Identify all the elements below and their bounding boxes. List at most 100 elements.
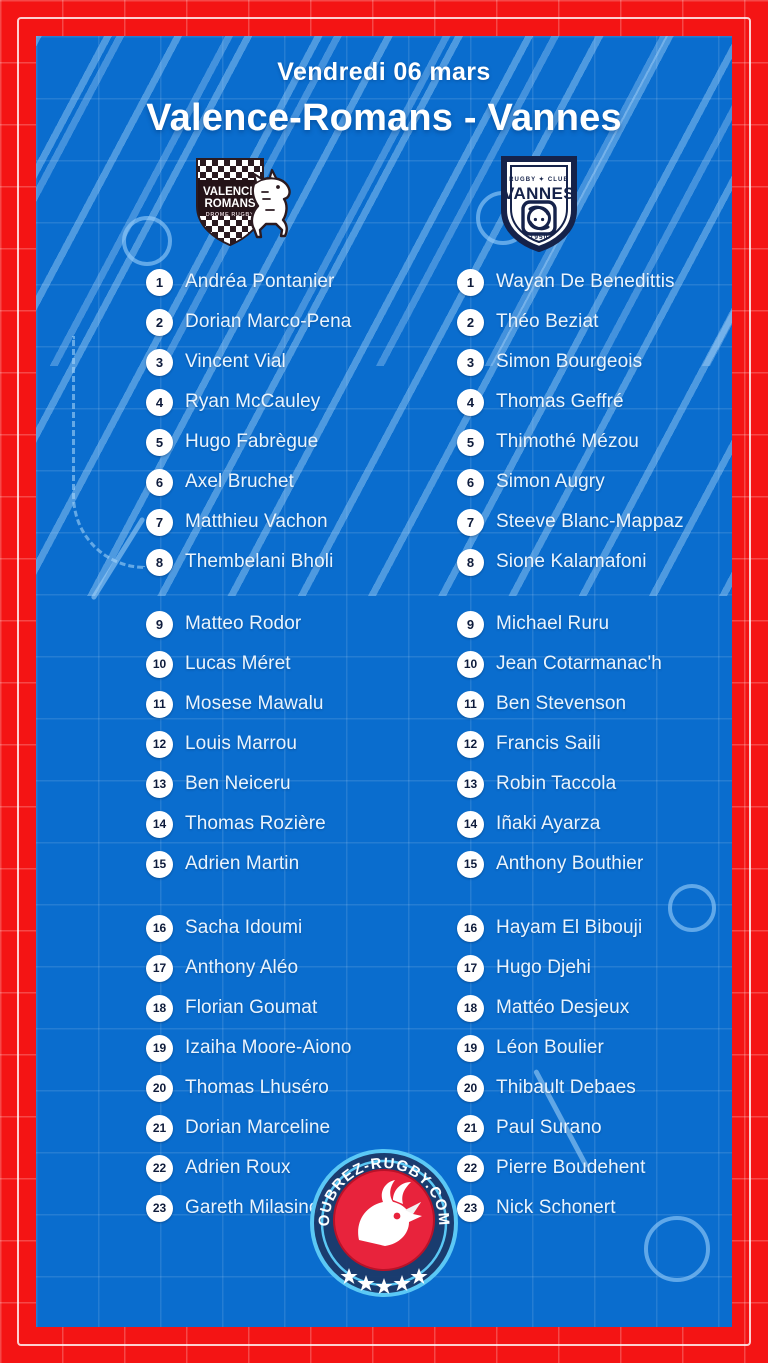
player-number-badge: 10 (457, 650, 484, 678)
player-number-badge: 16 (457, 914, 484, 942)
match-date: Vendredi 06 mars (277, 58, 491, 86)
valence-romans-crest: VALENCE ROMANS DROME RUGBY (188, 154, 300, 255)
table-row[interactable]: 18 Florian Goumat (146, 988, 421, 1028)
player-name: Louis Marrou (185, 733, 298, 754)
table-row[interactable]: 3 Simon Bourgeois (457, 342, 732, 382)
home-forwards-group: 1 Andréa Pontanier 2 Dorian Marco-Pena 3 Vi… (146, 262, 421, 582)
table-row[interactable]: 19 Léon Boulier (457, 1028, 732, 1068)
player-name: Lucas Méret (185, 653, 291, 674)
table-row[interactable]: 19 Izaiha Moore-Aiono (146, 1028, 421, 1068)
table-row[interactable]: 7 Steeve Blanc-Mappaz (457, 502, 732, 542)
player-number-badge: 6 (146, 468, 173, 496)
table-row[interactable]: 20 Thomas Lhuséro (146, 1068, 421, 1108)
player-name: Pierre Boudehent (496, 1157, 646, 1178)
table-row[interactable]: 8 Thembelani Bholi (146, 542, 421, 582)
player-number-badge: 8 (146, 548, 173, 576)
crest-row: VALENCE ROMANS DROME RUGBY RUG (36, 154, 732, 254)
player-number-badge: 13 (146, 770, 173, 798)
table-row[interactable]: 5 Thimothé Mézou (457, 422, 732, 462)
home-team-column: 1 Andréa Pontanier 2 Dorian Marco-Pena 3 Vi… (36, 262, 421, 1228)
player-number-badge: 20 (146, 1074, 173, 1102)
table-row[interactable]: 1 Andréa Pontanier (146, 262, 421, 302)
crest-home-line2: ROMANS (204, 198, 255, 210)
player-name: Matteo Rodor (185, 613, 302, 634)
player-number-badge: 2 (146, 308, 173, 336)
crest-home-line1: VALENCE (203, 186, 257, 198)
player-number-badge: 9 (146, 610, 173, 638)
player-number-badge: 18 (146, 994, 173, 1022)
crest-away-top-text: RUGBY ✦ CLUB (509, 176, 569, 183)
table-row[interactable]: 14 Iñaki Ayarza (457, 804, 732, 844)
table-row[interactable]: 4 Ryan McCauley (146, 382, 421, 422)
site-watermark-logo: OUBREZ-RUGBY.COM (309, 1148, 459, 1298)
table-row[interactable]: 1 Wayan De Benedittis (457, 262, 732, 302)
home-backs-group: 9 Matteo Rodor 10 Lucas Méret 11 Mosese Maw… (146, 604, 421, 884)
player-number-badge: 15 (457, 850, 484, 878)
player-name: Andréa Pontanier (185, 271, 335, 292)
table-row[interactable]: 20 Thibault Debaes (457, 1068, 732, 1108)
player-number-badge: 14 (457, 810, 484, 838)
poster-header: Vendredi 06 mars Valence-Romans - Vannes (36, 36, 732, 140)
table-row[interactable]: 11 Mosese Mawalu (146, 684, 421, 724)
player-number-badge: 4 (457, 388, 484, 416)
player-number-badge: 21 (457, 1114, 484, 1142)
player-name: Ben Neiceru (185, 773, 291, 794)
table-row[interactable]: 14 Thomas Rozière (146, 804, 421, 844)
table-row[interactable]: 10 Lucas Méret (146, 644, 421, 684)
table-row[interactable]: 2 Dorian Marco-Pena (146, 302, 421, 342)
player-name: Vincent Vial (185, 351, 286, 372)
player-number-badge: 7 (457, 508, 484, 536)
table-row[interactable]: 9 Michael Ruru (457, 604, 732, 644)
table-row[interactable]: 22 Adrien Roux (146, 1148, 421, 1188)
table-row[interactable]: 17 Anthony Aléo (146, 948, 421, 988)
table-row[interactable]: 6 Simon Augry (457, 462, 732, 502)
player-number-badge: 12 (457, 730, 484, 758)
player-number-badge: 1 (457, 268, 484, 296)
table-row[interactable]: 13 Robin Taccola (457, 764, 732, 804)
table-row[interactable]: 21 Dorian Marceline (146, 1108, 421, 1148)
player-number-badge: 18 (457, 994, 484, 1022)
table-row[interactable]: 5 Hugo Fabrègue (146, 422, 421, 462)
table-row[interactable]: 18 Mattéo Desjeux (457, 988, 732, 1028)
table-row[interactable]: 12 Louis Marrou (146, 724, 421, 764)
table-row[interactable]: 16 Sacha Idoumi (146, 908, 421, 948)
player-number-badge: 23 (146, 1194, 173, 1222)
table-row[interactable]: 2 Théo Beziat (457, 302, 732, 342)
table-row[interactable]: 11 Ben Stevenson (457, 684, 732, 724)
table-row[interactable]: 8 Sione Kalamafoni (457, 542, 732, 582)
player-name: Adrien Roux (185, 1157, 291, 1178)
table-row[interactable]: 3 Vincent Vial (146, 342, 421, 382)
table-row[interactable]: 23 Nick Schonert (457, 1188, 732, 1228)
player-number-badge: 23 (457, 1194, 484, 1222)
table-row[interactable]: 6 Axel Bruchet (146, 462, 421, 502)
player-number-badge: 7 (146, 508, 173, 536)
table-row[interactable]: 10 Jean Cotarmanac'h (457, 644, 732, 684)
player-number-badge: 19 (146, 1034, 173, 1062)
table-row[interactable]: 12 Francis Saili (457, 724, 732, 764)
player-number-badge: 4 (146, 388, 173, 416)
eagle-head-icon (358, 1180, 422, 1246)
table-row[interactable]: 4 Thomas Geffré (457, 382, 732, 422)
player-name: Nick Schonert (496, 1197, 616, 1218)
player-name: Sacha Idoumi (185, 917, 303, 938)
player-number-badge: 1 (146, 268, 173, 296)
player-number-badge: 6 (457, 468, 484, 496)
lineup-board: Vendredi 06 mars Valence-Romans - Vannes (36, 36, 732, 1327)
player-number-badge: 11 (146, 690, 173, 718)
tiger-mascot (250, 168, 291, 239)
table-row[interactable]: 15 Adrien Martin (146, 844, 421, 884)
table-row[interactable]: 15 Anthony Bouthier (457, 844, 732, 884)
table-row[interactable]: 17 Hugo Djehi (457, 948, 732, 988)
table-row[interactable]: 16 Hayam El Bibouji (457, 908, 732, 948)
table-row[interactable]: 7 Matthieu Vachon (146, 502, 421, 542)
table-row[interactable]: 13 Ben Neiceru (146, 764, 421, 804)
crest-away-line1: VANNES (503, 184, 575, 203)
table-row[interactable]: 22 Pierre Boudehent (457, 1148, 732, 1188)
player-name: Simon Bourgeois (496, 351, 643, 372)
player-number-badge: 22 (457, 1154, 484, 1182)
table-row[interactable]: 21 Paul Surano (457, 1108, 732, 1148)
table-row[interactable]: 9 Matteo Rodor (146, 604, 421, 644)
player-name: Théo Beziat (496, 311, 599, 332)
player-number-badge: 10 (146, 650, 173, 678)
away-forwards-group: 1 Wayan De Benedittis 2 Théo Beziat 3 Simon… (457, 262, 732, 582)
